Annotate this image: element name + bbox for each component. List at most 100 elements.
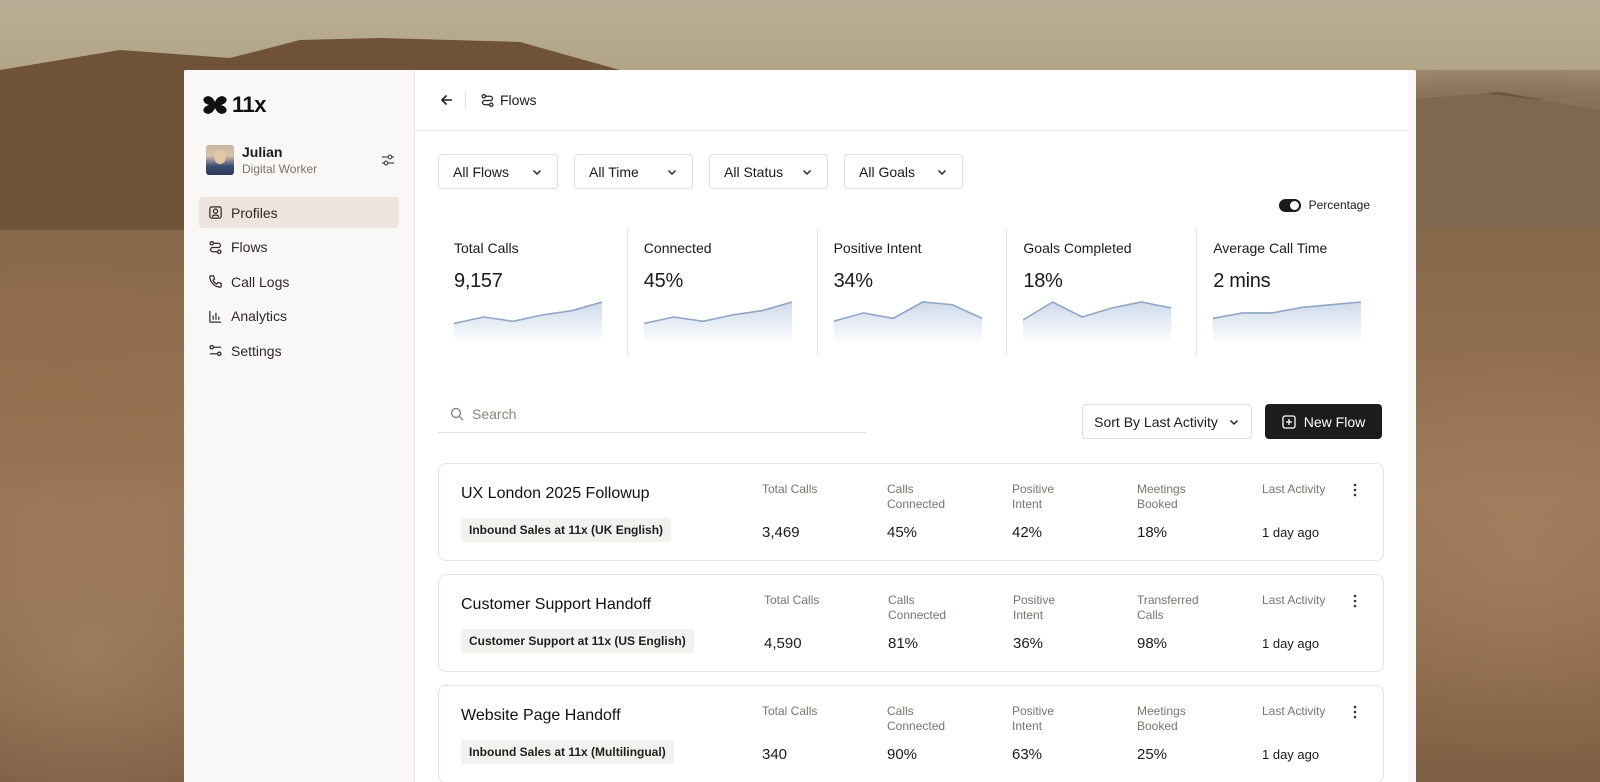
metric-total-calls: Total Calls 340 xyxy=(762,704,862,763)
filter-bar: All Flows All Time All Status All Goals xyxy=(438,154,963,189)
metric-last-activity: Last Activity 1 day ago xyxy=(1262,593,1362,651)
sort-dropdown[interactable]: Sort By Last Activity xyxy=(1082,404,1252,439)
metric-value: 1 day ago xyxy=(1262,636,1320,651)
flow-list: UX London 2025 Followup Inbound Sales at… xyxy=(438,463,1384,782)
metric-positive-intent: Positive Intent 42% xyxy=(1012,482,1112,541)
percentage-toggle[interactable] xyxy=(1278,198,1301,212)
new-flow-button[interactable]: New Flow xyxy=(1265,404,1382,439)
stat-value: 18% xyxy=(1023,270,1063,292)
metric-value: 98% xyxy=(1137,635,1168,652)
metric-value: 18% xyxy=(1137,524,1168,541)
stat-value: 45% xyxy=(643,270,683,292)
sidebar-item-settings[interactable]: Settings xyxy=(199,335,399,366)
flow-card[interactable]: Website Page Handoff Inbound Sales at 11… xyxy=(438,685,1384,782)
phone-icon xyxy=(209,275,222,288)
metric-label: Positive Intent xyxy=(1013,593,1056,622)
flow-card[interactable]: Customer Support Handoff Customer Suppor… xyxy=(438,574,1384,672)
sidebar-item-label: Analytics xyxy=(231,308,288,325)
search-icon xyxy=(450,407,464,421)
sparkline-area xyxy=(1023,302,1172,344)
chevron-down-icon xyxy=(938,169,946,175)
back-button[interactable] xyxy=(437,90,457,110)
stat-value: 2 mins xyxy=(1213,270,1271,292)
sidebar-item-label: Call Logs xyxy=(231,273,290,290)
more-vertical-icon xyxy=(1353,483,1357,497)
sparkline-area xyxy=(643,302,792,344)
flow-tag: Customer Support at 11x (US English) xyxy=(461,629,694,653)
settings-sliders-icon xyxy=(209,345,222,357)
stat-card-average-call-time: Average Call Time 2 mins xyxy=(1197,228,1386,356)
profile-icon xyxy=(209,206,222,219)
metric-value: 81% xyxy=(888,635,919,652)
sparkline-line xyxy=(833,301,982,322)
more-options-button[interactable] xyxy=(1347,482,1363,498)
flows-icon xyxy=(209,240,222,254)
metric-last-activity: Last Activity 1 day ago xyxy=(1262,704,1362,762)
plus-square-icon xyxy=(1282,414,1296,429)
metric-value: 42% xyxy=(1012,524,1043,541)
sidebar-item-label: Profiles xyxy=(231,204,278,221)
app-window: 11x Julian Digital Worker Profiles xyxy=(184,70,1416,782)
arrow-left-icon xyxy=(440,94,452,106)
metric-last-activity: Last Activity 1 day ago xyxy=(1262,482,1362,540)
metric-positive-intent: Positive Intent 36% xyxy=(1013,593,1113,652)
chevron-down-icon xyxy=(533,169,541,175)
chevron-down-icon xyxy=(668,169,676,175)
metric-label: Positive Intent xyxy=(1012,482,1055,511)
new-flow-label: New Flow xyxy=(1303,413,1366,430)
more-options-button[interactable] xyxy=(1347,704,1363,720)
metric-label: Calls Connected xyxy=(888,593,947,622)
flow-tag: Inbound Sales at 11x (UK English) xyxy=(461,518,672,542)
search-input[interactable]: Search xyxy=(438,396,866,433)
metric-value: 4,590 xyxy=(764,635,802,652)
sparkline xyxy=(833,301,982,344)
user-role: Digital Worker xyxy=(242,162,318,176)
sidebar-item-call-logs[interactable]: Call Logs xyxy=(199,266,399,297)
top-bar: Flows xyxy=(415,70,1408,131)
metric-label: Last Activity xyxy=(1262,704,1326,718)
metric-meetings-booked: Meetings Booked 25% xyxy=(1137,704,1237,763)
stat-label: Total Calls xyxy=(454,240,519,256)
chevron-down-icon xyxy=(803,169,811,175)
sparkline xyxy=(1213,301,1362,344)
metric-transferred-calls: Transferred Calls 98% xyxy=(1137,593,1237,652)
page-title: Flows xyxy=(500,92,537,108)
metric-label: Calls Connected xyxy=(887,704,946,733)
metric-label: Transferred Calls xyxy=(1137,593,1199,622)
metric-label: Last Activity xyxy=(1262,482,1326,496)
filter-status-dropdown[interactable]: All Status xyxy=(709,154,828,189)
user-card[interactable]: Julian Digital Worker xyxy=(206,142,396,178)
sidebar-nav: Profiles Flows Call Logs Analytics xyxy=(199,197,399,370)
sidebar: 11x Julian Digital Worker Profiles xyxy=(184,70,415,782)
flow-title: Customer Support Handoff xyxy=(461,596,652,613)
flow-card[interactable]: UX London 2025 Followup Inbound Sales at… xyxy=(438,463,1384,561)
flows-icon xyxy=(481,93,494,107)
metric-label: Calls Connected xyxy=(887,482,946,511)
stat-value: 9,157 xyxy=(454,270,503,292)
avatar xyxy=(206,145,234,175)
metric-label: Total Calls xyxy=(762,704,818,718)
divider xyxy=(465,92,466,108)
breadcrumb: Flows xyxy=(480,92,537,108)
metric-label: Total Calls xyxy=(762,482,818,496)
metric-meetings-booked: Meetings Booked 18% xyxy=(1137,482,1237,541)
metric-value: 340 xyxy=(762,746,788,763)
filter-flows-dropdown[interactable]: All Flows xyxy=(438,154,558,189)
metric-calls-connected: Calls Connected 81% xyxy=(888,593,988,652)
metric-value: 1 day ago xyxy=(1262,747,1320,762)
percentage-toggle-wrap: Percentage xyxy=(1278,198,1370,212)
sliders-icon[interactable] xyxy=(380,152,396,168)
more-options-button[interactable] xyxy=(1347,593,1363,609)
sidebar-item-analytics[interactable]: Analytics xyxy=(199,301,399,332)
metric-total-calls: Total Calls 4,590 xyxy=(764,593,864,652)
search-placeholder: Search xyxy=(472,406,517,422)
metric-value: 36% xyxy=(1013,635,1044,652)
logo[interactable]: 11x xyxy=(202,92,267,118)
sidebar-item-profiles[interactable]: Profiles xyxy=(199,197,399,228)
flow-title: UX London 2025 Followup xyxy=(461,485,650,502)
filter-goals-dropdown[interactable]: All Goals xyxy=(844,154,963,189)
sidebar-item-flows[interactable]: Flows xyxy=(199,232,399,263)
stat-card-total-calls: Total Calls 9,157 xyxy=(438,228,628,356)
stat-card-positive-intent: Positive Intent 34% xyxy=(818,228,1008,356)
filter-time-dropdown[interactable]: All Time xyxy=(574,154,693,189)
